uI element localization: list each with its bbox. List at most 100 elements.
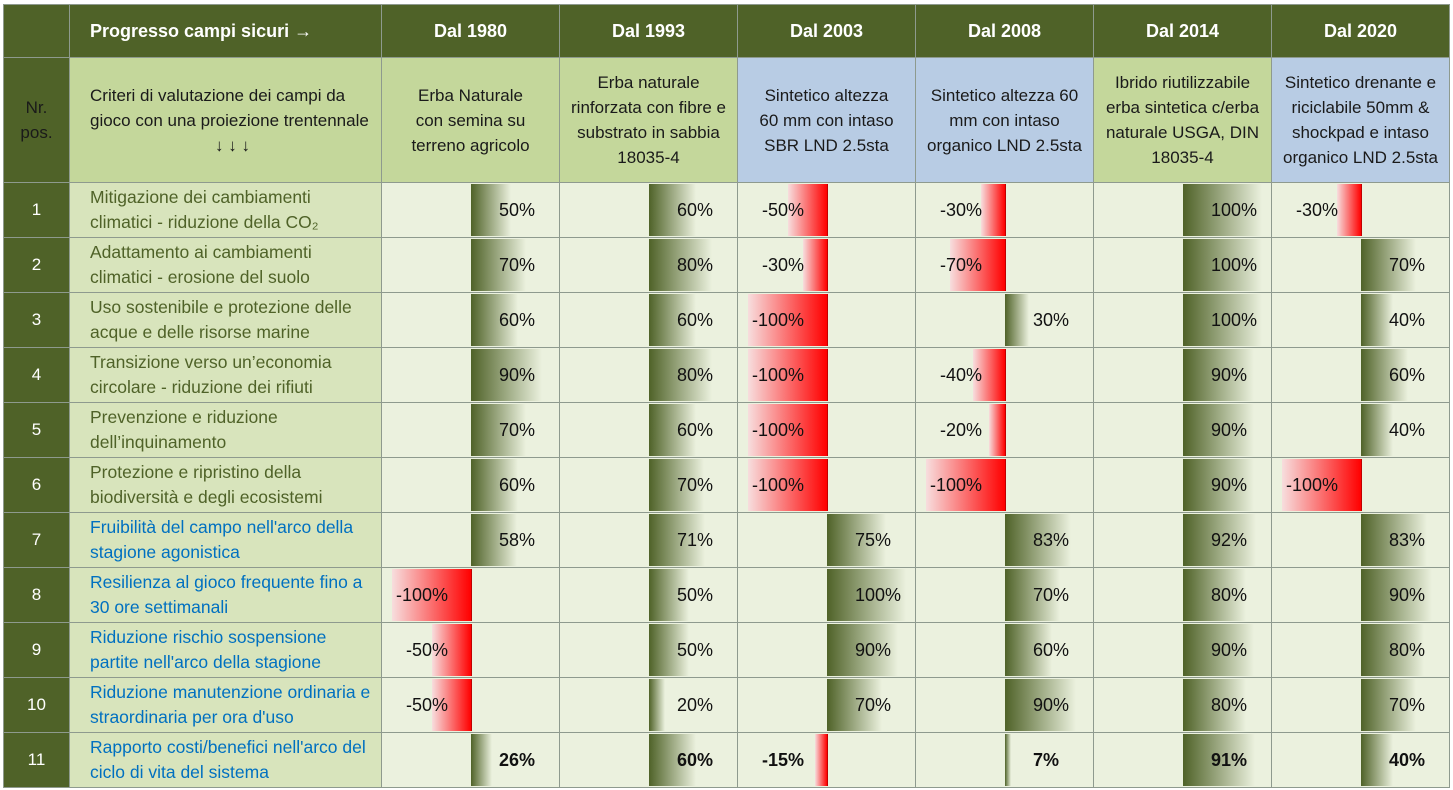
positive-bar bbox=[1005, 734, 1011, 786]
value-cell: 90% bbox=[1093, 457, 1272, 513]
row-number: 8 bbox=[3, 567, 70, 623]
criterion-label: Protezione e ripristino della biodiversi… bbox=[69, 457, 382, 513]
value-cell: -100% bbox=[1271, 457, 1450, 513]
row-number: 7 bbox=[3, 512, 70, 568]
value-cell: 60% bbox=[559, 182, 738, 238]
value-cell: -15% bbox=[737, 732, 916, 788]
positive-bar bbox=[471, 404, 527, 456]
value-label: 80% bbox=[677, 364, 714, 385]
year-header: Dal 2020 bbox=[1271, 4, 1450, 58]
value-label: 70% bbox=[499, 254, 536, 275]
value-label: -30% bbox=[939, 199, 982, 220]
negative-bar bbox=[973, 349, 1006, 401]
value-cell: 90% bbox=[1093, 402, 1272, 458]
negative-bar bbox=[815, 734, 828, 786]
value-cell: 91% bbox=[1093, 732, 1272, 788]
positive-bar bbox=[1183, 679, 1247, 731]
positive-bar bbox=[649, 294, 697, 346]
value-cell: 100% bbox=[1093, 182, 1272, 238]
negative-bar bbox=[748, 349, 828, 401]
value-label: 100% bbox=[1211, 309, 1258, 330]
down-arrows: ↓ ↓ ↓ bbox=[215, 135, 250, 155]
positive-bar bbox=[471, 514, 517, 566]
value-label: 90% bbox=[1033, 694, 1070, 715]
value-label: 90% bbox=[1211, 474, 1248, 495]
value-label: 40% bbox=[1389, 419, 1426, 440]
row-number: 6 bbox=[3, 457, 70, 513]
value-label: 60% bbox=[677, 199, 714, 220]
positive-bar bbox=[1183, 239, 1262, 291]
value-label: -100% bbox=[929, 474, 982, 495]
nr-pos-label: Nr. pos. bbox=[20, 98, 53, 142]
value-cell: 100% bbox=[737, 567, 916, 623]
positive-bar bbox=[1361, 679, 1417, 731]
value-cell: 7% bbox=[915, 732, 1094, 788]
value-cell: 60% bbox=[559, 292, 738, 348]
value-cell: 60% bbox=[559, 402, 738, 458]
value-label: 90% bbox=[1211, 364, 1248, 385]
value-label: 100% bbox=[1211, 199, 1258, 220]
value-label: 7% bbox=[1033, 749, 1060, 770]
positive-bar bbox=[471, 184, 511, 236]
value-label: 80% bbox=[1389, 639, 1426, 660]
value-label: -20% bbox=[939, 419, 982, 440]
positive-bar bbox=[649, 404, 697, 456]
value-cell: 70% bbox=[381, 402, 560, 458]
value-label: 60% bbox=[677, 419, 714, 440]
negative-bar bbox=[1282, 459, 1362, 511]
table-row: 3 Uso sostenibile e protezione delle acqu… bbox=[3, 292, 1450, 348]
value-label: 20% bbox=[677, 694, 714, 715]
criterion-label: Riduzione manutenzione ordinaria e strao… bbox=[69, 677, 382, 733]
value-cell: 58% bbox=[381, 512, 560, 568]
positive-bar bbox=[649, 624, 689, 676]
negative-bar bbox=[748, 459, 828, 511]
value-cell: -100% bbox=[737, 347, 916, 403]
positive-bar bbox=[1005, 514, 1071, 566]
value-label: -100% bbox=[751, 309, 804, 330]
table-row: 8 Resilienza al gioco frequente fino a 30… bbox=[3, 567, 1450, 623]
value-cell: -50% bbox=[381, 622, 560, 678]
criterion-label: Adattamento ai cambiamenti climatici - e… bbox=[69, 237, 382, 293]
value-cell: -30% bbox=[915, 182, 1094, 238]
value-label: 91% bbox=[1211, 749, 1248, 770]
value-cell: 70% bbox=[1271, 677, 1450, 733]
value-cell: -30% bbox=[1271, 182, 1450, 238]
table-row: 7 Fruibilità del campo nell'arco della st… bbox=[3, 512, 1450, 568]
value-cell: 40% bbox=[1271, 732, 1450, 788]
value-cell: 80% bbox=[559, 347, 738, 403]
value-label: 60% bbox=[1389, 364, 1426, 385]
system-header: Sintetico altezza 60 mm con intaso SBR L… bbox=[737, 57, 916, 183]
value-cell: -100% bbox=[915, 457, 1094, 513]
criterion-label: Fruibilità del campo nell'arco della sta… bbox=[69, 512, 382, 568]
value-cell: 90% bbox=[1093, 347, 1272, 403]
value-label: 70% bbox=[855, 694, 892, 715]
value-cell: -30% bbox=[737, 237, 916, 293]
value-cell: 80% bbox=[1093, 677, 1272, 733]
value-label: -100% bbox=[751, 364, 804, 385]
positive-bar bbox=[649, 349, 713, 401]
positive-bar bbox=[1361, 624, 1425, 676]
value-cell: 70% bbox=[1271, 237, 1450, 293]
positive-bar bbox=[827, 679, 883, 731]
value-label: -15% bbox=[761, 749, 804, 770]
value-label: 50% bbox=[677, 639, 714, 660]
evaluation-table: Progresso campi sicuri → Dal 1980 Dal 19… bbox=[3, 4, 1450, 788]
value-label: 100% bbox=[855, 584, 902, 605]
year-header-row: Progresso campi sicuri → Dal 1980 Dal 19… bbox=[3, 4, 1450, 58]
row-number: 9 bbox=[3, 622, 70, 678]
positive-bar bbox=[649, 569, 689, 621]
value-label: -50% bbox=[405, 694, 448, 715]
row-number: 1 bbox=[3, 182, 70, 238]
positive-bar bbox=[1361, 239, 1417, 291]
value-label: 83% bbox=[1033, 529, 1070, 550]
value-cell: 70% bbox=[915, 567, 1094, 623]
value-cell: 75% bbox=[737, 512, 916, 568]
year-header: Dal 2003 bbox=[737, 4, 916, 58]
positive-bar bbox=[649, 514, 706, 566]
value-cell: -100% bbox=[737, 292, 916, 348]
positive-bar bbox=[1183, 349, 1255, 401]
value-cell: -40% bbox=[915, 347, 1094, 403]
positive-bar bbox=[649, 734, 697, 786]
negative-bar bbox=[431, 624, 472, 676]
system-header: Sintetico drenante e riciclabile 50mm & … bbox=[1271, 57, 1450, 183]
